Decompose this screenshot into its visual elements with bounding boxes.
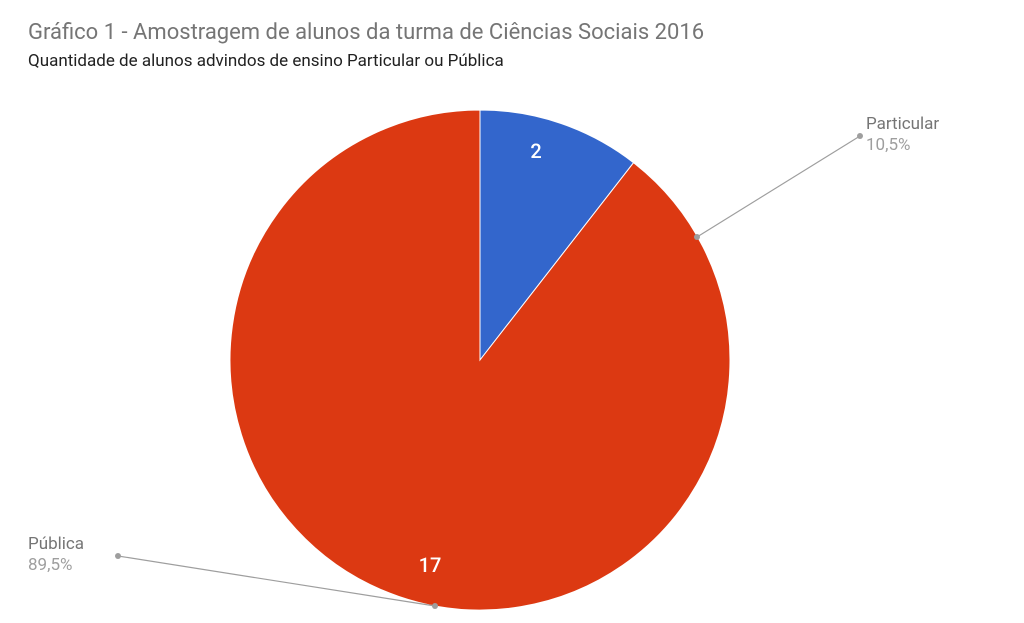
callout-publica: Pública89,5% [28, 534, 84, 577]
leader-particular [694, 133, 863, 240]
pie-slice-publica[interactable] [230, 110, 730, 610]
callout-label-particular: Particular [866, 114, 939, 135]
chart-title: Gráfico 1 - Amostragem de alunos da turm… [28, 20, 996, 45]
chart-subtitle: Quantidade de alunos advindos de ensino … [28, 51, 996, 71]
callout-percent-publica: 89,5% [28, 555, 84, 576]
chart-container: Gráfico 1 - Amostragem de alunos da turm… [0, 0, 1024, 623]
callout-particular: Particular10,5% [866, 114, 939, 157]
callout-label-publica: Pública [28, 534, 84, 555]
pie-chart: 217Particular10,5%Pública89,5% [0, 70, 1024, 623]
callout-percent-particular: 10,5% [866, 135, 939, 156]
